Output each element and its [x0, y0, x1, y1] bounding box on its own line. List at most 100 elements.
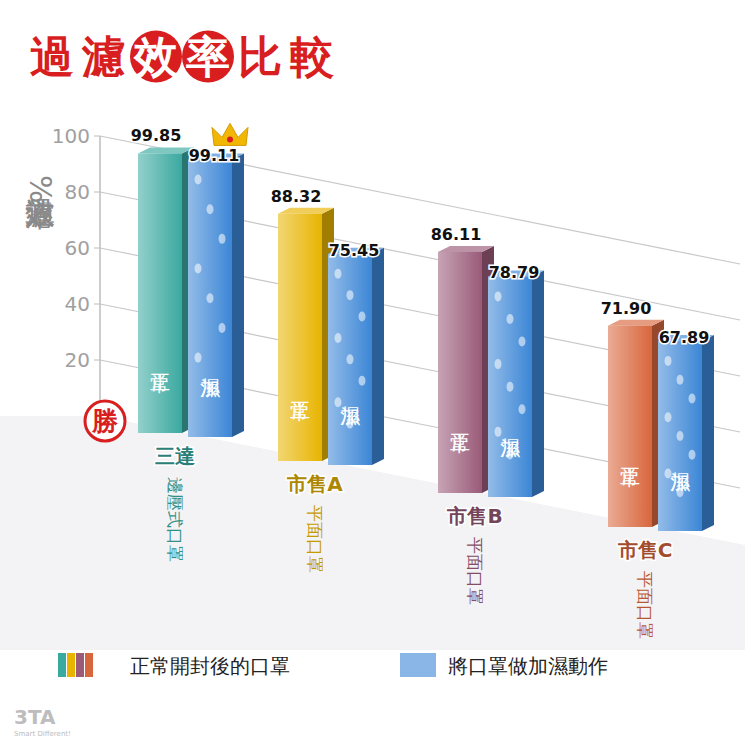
droplet: [677, 431, 684, 441]
category-label: 三達: [155, 444, 195, 468]
bar-top: [278, 208, 334, 214]
data-label: 75.45: [329, 241, 380, 260]
droplet: [207, 382, 214, 392]
legend-swatch: [400, 653, 436, 677]
tick-mark: [94, 248, 100, 249]
droplet: [519, 404, 526, 414]
droplet: [195, 174, 202, 184]
bar-text: 正常: [449, 433, 469, 454]
bar: [278, 214, 322, 461]
droplet: [347, 354, 354, 364]
data-label: 78.79: [489, 263, 540, 282]
y-tick-label: 20: [65, 348, 90, 372]
legend-swatch: [76, 653, 84, 677]
data-label: 88.32: [271, 187, 322, 206]
droplet: [677, 487, 684, 497]
droplet: [207, 293, 214, 303]
legend-label: 正常開封後的口罩: [130, 654, 290, 678]
tick-mark: [94, 136, 100, 137]
bar: [438, 252, 482, 493]
category-label: 市售A: [286, 472, 343, 496]
droplet: [335, 269, 342, 279]
legend-swatch: [67, 653, 75, 677]
droplet: [689, 393, 696, 403]
legend: 正常開封後的口罩 將口罩做加濕動作: [58, 653, 608, 678]
droplet: [347, 419, 354, 429]
droplet: [359, 312, 366, 322]
data-label: 99.85: [131, 126, 182, 145]
bar-text: 加濕: [499, 438, 519, 458]
droplet: [359, 376, 366, 386]
droplet: [219, 323, 226, 333]
subcategory-label: 平面口罩: [305, 505, 325, 573]
crown-gem: [227, 136, 233, 142]
droplet: [219, 234, 226, 244]
droplet: [495, 427, 502, 437]
bar-text: 正常: [149, 373, 169, 394]
droplet: [335, 333, 342, 343]
bar-text: 加濕: [339, 406, 359, 426]
droplet: [665, 356, 672, 366]
droplet: [665, 412, 672, 422]
droplet: [519, 337, 526, 347]
subcategory-label: 平面口罩: [635, 571, 655, 639]
bar-side: [372, 248, 384, 465]
y-tick-label: 80: [65, 180, 90, 204]
bar: [188, 159, 232, 437]
chart: 過濾效率比較過濾效率%20406080100正常99.85加濕99.11三達邊壓…: [0, 0, 750, 750]
bar-side: [702, 335, 714, 531]
winner-badge: 勝: [91, 406, 118, 436]
droplet: [207, 204, 214, 214]
title-part: 過濾: [30, 31, 134, 82]
droplet: [689, 450, 696, 460]
bars: [138, 147, 714, 531]
droplet: [677, 375, 684, 385]
tick-mark: [94, 192, 100, 193]
droplet: [335, 397, 342, 407]
bar: [328, 254, 372, 465]
y-tick-label: 100: [52, 124, 90, 148]
bar-side: [532, 270, 544, 497]
category-label: 市售B: [446, 504, 502, 528]
title-part: 效率: [133, 31, 238, 82]
data-label: 99.11: [189, 146, 240, 165]
bar: [658, 341, 702, 531]
droplet: [507, 382, 514, 392]
droplet: [507, 314, 514, 324]
title: 過濾效率比較: [30, 31, 342, 82]
y-axis-line: [99, 136, 101, 416]
subcategory-label: 平面口罩: [465, 537, 485, 605]
data-label: 86.11: [431, 225, 482, 244]
tick-mark: [94, 304, 100, 305]
legend-label: 將口罩做加濕動作: [448, 654, 608, 678]
y-tick-label: 40: [65, 292, 90, 316]
bar-top: [438, 246, 494, 252]
bar-top: [608, 320, 664, 326]
bar: [138, 153, 182, 433]
bar-text: 加濕: [669, 472, 689, 492]
droplet: [507, 449, 514, 459]
legend-swatch: [85, 653, 93, 677]
bar-top: [138, 147, 194, 153]
category-label: 市售C: [617, 538, 673, 562]
tick-mark: [94, 360, 100, 361]
subcategory-label: 邊壓式口罩: [165, 477, 185, 562]
data-label: 71.90: [601, 299, 652, 318]
badge-ring: [85, 401, 125, 441]
logo-tagline: Smart Different!: [14, 730, 71, 738]
y-tick-label: 60: [65, 236, 90, 260]
labels: 正常 99.85 加濕 99.11 三達邊壓式口罩 正常 88.32 加濕 75.45 市售A 平面…: [131, 126, 710, 639]
droplet: [195, 264, 202, 274]
title-part: 比較: [238, 31, 342, 82]
bar: [608, 326, 652, 527]
droplet: [495, 291, 502, 301]
droplet: [347, 290, 354, 300]
bar-text: 正常: [289, 401, 309, 422]
bar-text: 加濕: [199, 378, 219, 398]
droplet: [495, 359, 502, 369]
bar-text: 正常: [619, 467, 639, 488]
bar: [488, 276, 532, 497]
logo: 3TA: [14, 705, 56, 729]
legend-swatch: [58, 653, 66, 677]
bar-side: [232, 153, 244, 437]
